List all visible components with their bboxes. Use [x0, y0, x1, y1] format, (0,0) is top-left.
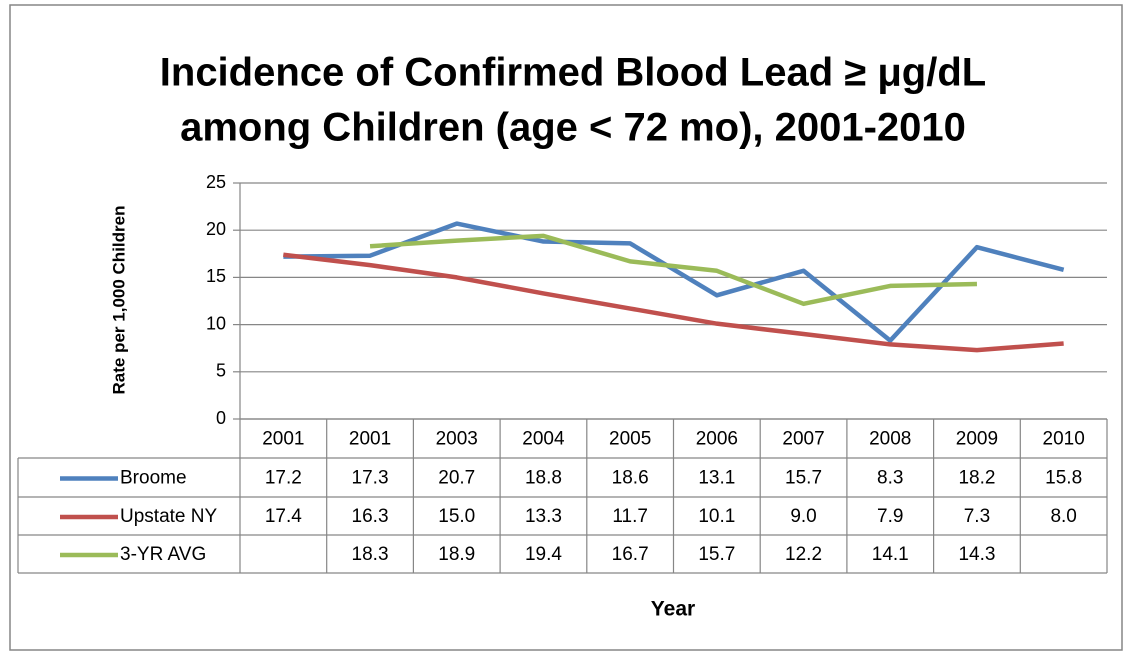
x-tick-label: 2010: [1043, 429, 1085, 450]
table-value: 16.3: [352, 506, 389, 527]
table-value: 18.3: [352, 544, 389, 565]
x-tick-label: 2009: [956, 429, 998, 450]
table-value: 18.9: [438, 544, 475, 565]
table-value: 19.4: [525, 544, 562, 565]
x-tick-label: 2007: [782, 429, 824, 450]
x-tick-label: 2005: [609, 429, 651, 450]
chart-title: Incidence of Confirmed Blood Lead ≥ μg/d…: [160, 51, 986, 95]
table-value: 14.1: [872, 544, 909, 565]
x-tick-label: 2003: [436, 429, 478, 450]
table-value: 18.6: [612, 468, 649, 489]
y-tick-label: 20: [206, 219, 226, 239]
x-tick-label: 2001: [349, 429, 391, 450]
table-value: 18.2: [958, 468, 995, 489]
series-line: [369, 233, 977, 307]
chart-title: among Children (age < 72 mo), 2001-2010: [180, 106, 966, 150]
legend-label: Upstate NY: [120, 506, 217, 527]
y-tick-label: 0: [216, 408, 226, 428]
y-axis-label: Rate per 1,000 Children: [109, 206, 128, 395]
table-value: 13.3: [525, 506, 562, 527]
y-tick-label: 25: [206, 172, 226, 192]
table-value: 7.9: [877, 506, 903, 527]
table-value: 12.2: [785, 544, 822, 565]
table-value: 11.7: [612, 506, 648, 527]
table-value: 9.0: [790, 506, 816, 527]
y-tick-label: 5: [216, 361, 226, 381]
y-tick-label: 10: [206, 313, 226, 333]
table-value: 14.3: [958, 544, 995, 565]
table-value: 13.1: [698, 468, 735, 489]
y-tick-label: 15: [206, 266, 226, 286]
legend-label: Broome: [120, 468, 187, 489]
x-tick-label: 2001: [262, 429, 304, 450]
legend-label: 3-YR AVG: [120, 544, 206, 565]
x-axis-label: Year: [651, 598, 695, 621]
table-value: 17.3: [352, 468, 389, 489]
table-value: 15.7: [698, 544, 735, 565]
table-value: 20.7: [438, 468, 475, 489]
table-value: 8.0: [1050, 506, 1076, 527]
table-value: 15.8: [1045, 468, 1082, 489]
table-value: 18.8: [525, 468, 562, 489]
table-value: 10.1: [698, 506, 735, 527]
table-value: 16.7: [612, 544, 649, 565]
series-line: [283, 252, 1064, 353]
series-line: [283, 221, 1065, 343]
table-value: 17.4: [265, 506, 302, 527]
table-value: 8.3: [877, 468, 903, 489]
table-value: 7.3: [964, 506, 990, 527]
x-tick-label: 2006: [696, 429, 738, 450]
table-value: 15.7: [785, 468, 822, 489]
table-value: 15.0: [438, 506, 475, 527]
table-value: 17.2: [265, 468, 302, 489]
x-tick-label: 2004: [522, 429, 565, 450]
x-tick-label: 2008: [869, 429, 911, 450]
chart-border: [9, 4, 1123, 651]
